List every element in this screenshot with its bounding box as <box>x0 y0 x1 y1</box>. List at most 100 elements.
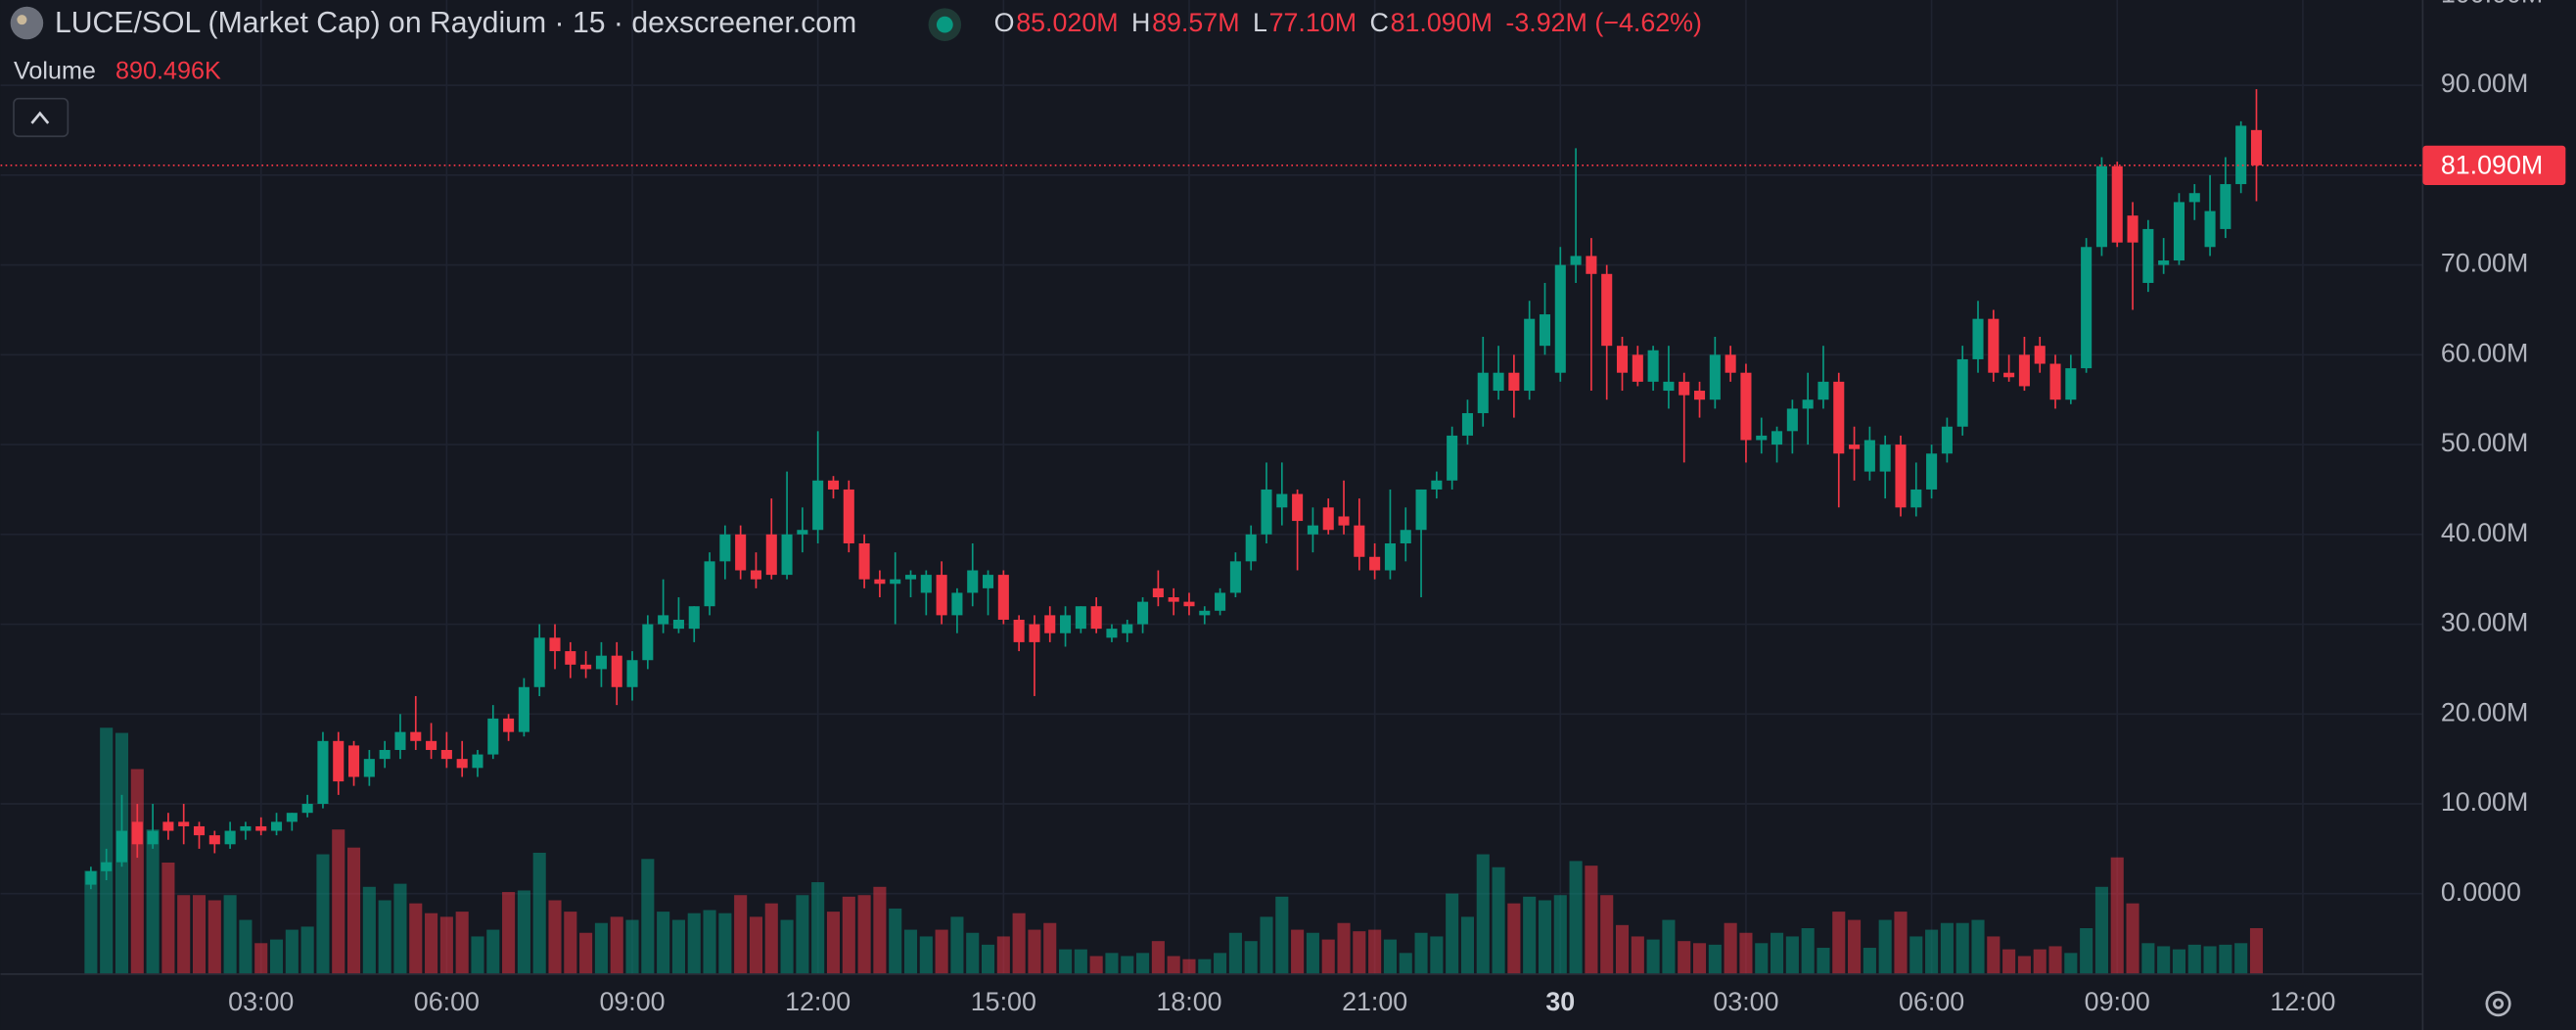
settings-icon[interactable] <box>2485 991 2511 1017</box>
candle-body <box>115 830 128 863</box>
collapse-icon <box>30 111 50 124</box>
candle-body <box>2220 184 2231 229</box>
candle-body <box>982 575 994 588</box>
candle-body <box>1060 615 1072 633</box>
candle-body <box>1570 256 1582 265</box>
volume-bar <box>269 939 284 974</box>
candle-body <box>1524 318 1536 392</box>
candle-body <box>904 575 917 580</box>
x-tick-label: 15:00 <box>971 987 1036 1016</box>
token-icon-detail <box>17 15 27 25</box>
volume-bar <box>1337 922 1351 974</box>
candle-body <box>1477 372 1489 413</box>
volume-bar <box>1028 929 1041 974</box>
volume-bar <box>2002 949 2016 974</box>
volume-bar <box>486 929 500 974</box>
volume-bar <box>1878 919 1892 974</box>
candle-body <box>642 624 654 661</box>
y-tick-label: 60.00M <box>2441 338 2528 367</box>
candle-body <box>1786 408 1798 432</box>
candle-body <box>1137 601 1149 625</box>
candle-body <box>1740 372 1752 441</box>
candle-body <box>2204 211 2216 248</box>
x-tick-label: 12:00 <box>2270 987 2335 1016</box>
volume-bar <box>2172 949 2186 974</box>
candle-body <box>672 619 684 630</box>
candles <box>85 89 2263 890</box>
candle-body <box>2235 125 2247 185</box>
volume-bar <box>393 883 407 974</box>
candle-body <box>2250 129 2263 165</box>
volume-pane <box>84 727 2264 974</box>
candle-body <box>301 804 313 814</box>
ohlc-legend: O 85.020M H 89.57M L 77.10M C 81.090M -3.92M (−4… <box>994 8 1702 37</box>
y-tick-label: 0.0000 <box>2441 877 2521 907</box>
volume-bar <box>439 916 453 974</box>
volume-bar <box>857 895 871 974</box>
volume-bar <box>889 908 902 974</box>
candle-body <box>1539 314 1551 347</box>
volume-bar <box>1383 939 1397 974</box>
candle-body <box>1307 525 1318 535</box>
candle-body <box>162 821 174 831</box>
volume-bar <box>2126 903 2139 974</box>
volume-bar <box>671 919 685 974</box>
volume-bar <box>1198 959 1212 974</box>
volume-bar <box>2064 953 2078 974</box>
candle-body <box>1879 445 1891 472</box>
status-dot <box>936 16 953 33</box>
volume-bar <box>1151 941 1165 974</box>
candle-body <box>1431 480 1443 490</box>
candle-body <box>1013 619 1025 642</box>
ohlc-key: H <box>1131 8 1150 37</box>
candle-body <box>1616 346 1629 373</box>
candle-body <box>858 542 870 580</box>
volume-bar <box>718 913 732 974</box>
volume-bar <box>594 922 608 974</box>
candle-body <box>1461 412 1474 436</box>
candle-body <box>1554 264 1566 373</box>
candle-body <box>688 606 700 630</box>
candle-body <box>286 813 298 822</box>
collapse-button[interactable] <box>13 97 69 138</box>
volume-bar <box>1925 929 1939 974</box>
candle-body <box>240 825 252 831</box>
ohlc-value: 81.090M <box>1391 8 1493 37</box>
volume-bar <box>192 895 207 974</box>
candle-body <box>626 660 638 687</box>
volume-bar <box>502 892 516 974</box>
volume-bar <box>1569 861 1583 974</box>
candle-body <box>2142 228 2154 283</box>
volume-bar <box>1430 936 1444 974</box>
volume-bar <box>1553 895 1567 974</box>
candle-body <box>2188 193 2200 203</box>
x-tick-label: 21:00 <box>1342 987 1407 1016</box>
ohlc-value: 77.10M <box>1269 8 1357 37</box>
volume-bar <box>177 895 191 974</box>
volume-bar <box>2110 857 2124 974</box>
volume-bar <box>796 895 809 974</box>
volume-bar <box>1089 956 1103 974</box>
volume-bar <box>734 895 748 974</box>
volume-bar <box>1260 916 1273 974</box>
volume-bar <box>1708 944 1722 974</box>
candle-body <box>440 749 452 760</box>
volume-bar <box>2017 956 2031 974</box>
volume-bar <box>749 916 763 974</box>
candle-body <box>1338 516 1350 526</box>
volume-bar <box>239 919 253 974</box>
volume-bar <box>362 886 376 974</box>
candle-body <box>1106 629 1118 638</box>
volume-bar <box>409 903 423 974</box>
candle-body <box>178 821 190 826</box>
volume-bar <box>1446 893 1459 974</box>
candle-body <box>1679 381 1690 396</box>
volume-bar <box>2187 944 2201 974</box>
volume-bar <box>564 912 577 974</box>
volume-bar <box>935 929 948 974</box>
candle-body <box>255 825 267 831</box>
candle-body <box>503 718 515 732</box>
volume-bar <box>2203 946 2217 974</box>
candle-body <box>549 637 561 652</box>
volume-bar <box>981 944 995 974</box>
